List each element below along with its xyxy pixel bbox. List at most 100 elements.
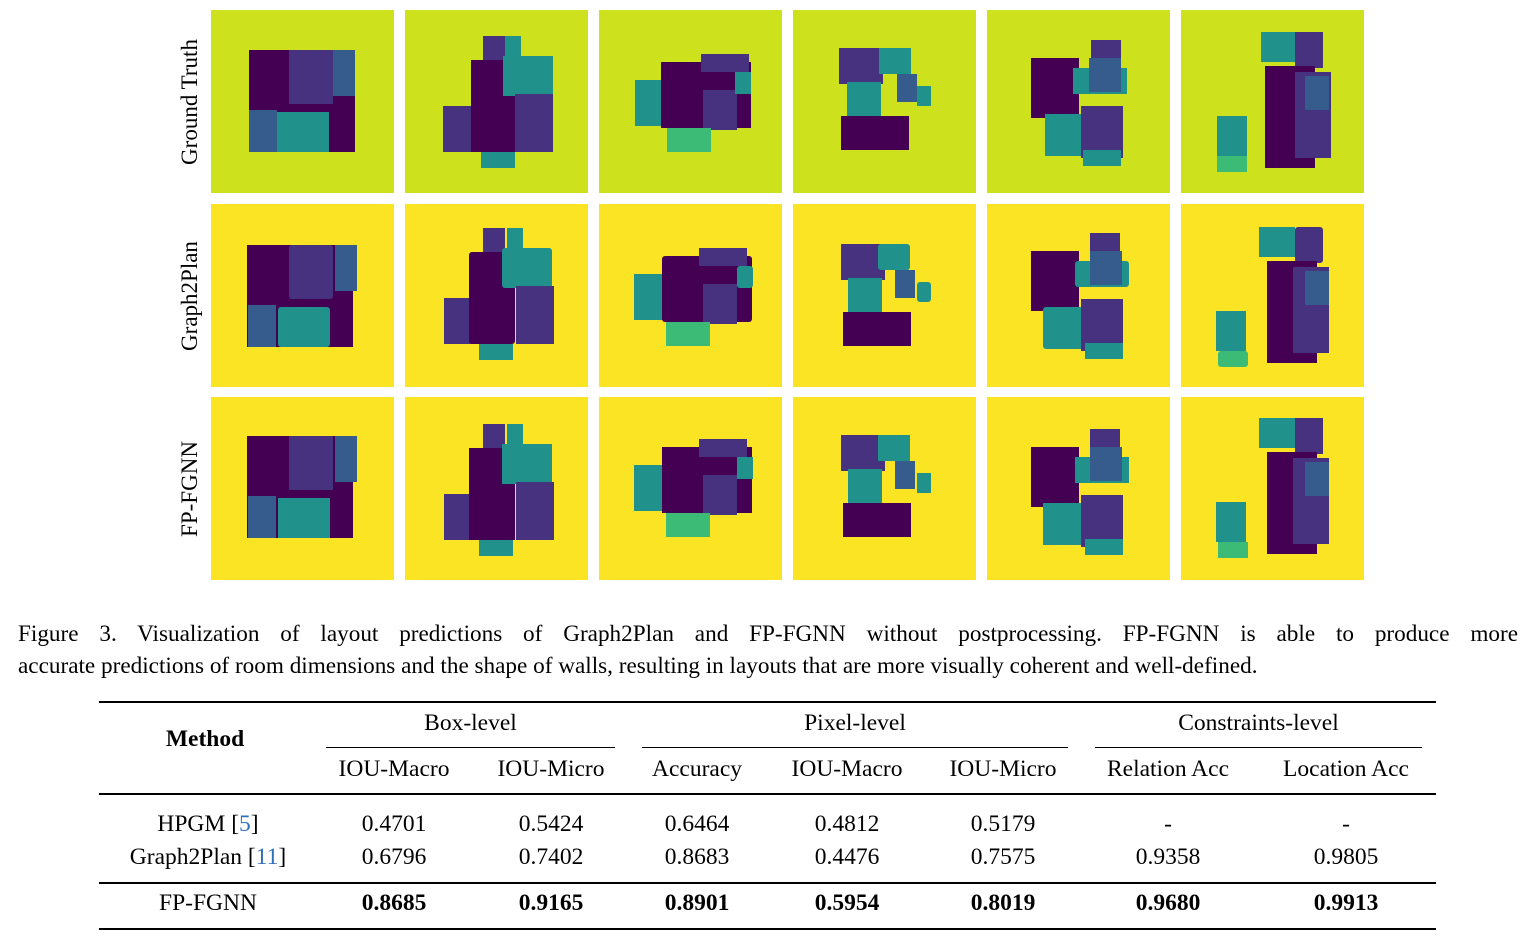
room-block [1216,311,1246,351]
table-cell: 0.5179 [970,811,1036,837]
table-cell: 0.9358 [1135,844,1201,870]
citation-link[interactable]: 11 [255,844,279,870]
room-block [333,50,355,96]
group-pixel-level: Pixel-level [804,710,906,736]
room-block [1216,502,1246,542]
room-block [701,54,749,72]
room-block [1031,251,1079,311]
room-block [1261,32,1297,62]
room-block [737,457,753,479]
layout-panel-graph2plan-3 [599,204,782,387]
room-block [895,461,915,489]
layout-panel-graph2plan-5 [987,204,1170,387]
column-header: IOU-Macro [338,756,450,782]
column-header: IOU-Micro [497,756,605,782]
layout-panel-ground-truth-4 [793,10,976,193]
room-block [515,94,553,152]
method-name: Graph2Plan [129,844,243,870]
room-block [1217,156,1247,172]
room-block [1090,251,1122,285]
row-label-ground-truth: Ground Truth [177,38,202,165]
room-block [839,48,883,84]
room-block [843,503,911,537]
room-block [841,116,909,150]
layout-panel-fp-fgnn-5 [987,397,1170,580]
room-block [1081,299,1123,351]
room-block [897,74,917,102]
room-block [1091,40,1121,58]
room-block [1259,227,1295,257]
room-block [703,90,737,130]
caption-line-1: Figure 3. Visualization of layout predic… [18,621,1518,647]
room-block [248,496,276,538]
room-block [278,498,330,538]
room-block [516,286,554,344]
caption-line-2: accurate predictions of room dimensions … [18,653,1258,679]
column-header: Relation Acc [1106,756,1230,782]
table-top-rule [99,701,1436,703]
room-block [1305,271,1329,305]
room-block [666,322,710,346]
layout-panel-ground-truth-3 [599,10,782,193]
table-row-method: Graph2Plan [11] [129,844,287,870]
room-block [917,282,931,302]
room-block [1218,351,1248,367]
box-level-rule [326,747,615,748]
method-name: HPGM [157,811,226,837]
table-cell: 0.5424 [518,811,584,837]
room-block [507,424,523,446]
table-cell: 0.6464 [664,811,730,837]
room-block [1259,418,1295,448]
room-block [289,50,333,104]
table-cell: 0.9805 [1313,844,1379,870]
table-cell: 0.8685 [361,890,427,916]
layout-panel-ground-truth-6 [1181,10,1364,193]
constraints-level-rule [1095,747,1422,748]
layout-panel-ground-truth-1 [211,10,394,193]
room-block [703,284,737,324]
table-cell: 0.4476 [814,844,880,870]
room-block [841,244,885,280]
room-block [667,128,711,152]
table-row-method: HPGM [5] [157,811,259,837]
room-block [1085,343,1123,359]
layout-panel-ground-truth-5 [987,10,1170,193]
group-constraints-level: Constraints-level [1178,710,1339,736]
table-cell: 0.8019 [970,890,1036,916]
table-cell: - [1342,811,1350,837]
header-rule [99,793,1436,795]
row-label-graph2plan: Graph2Plan [177,240,202,351]
layout-panel-graph2plan-2 [405,204,588,387]
room-block [917,86,931,106]
room-block [443,106,473,152]
room-block [249,110,277,152]
citation-link[interactable]: 5 [239,811,251,837]
table-cell: 0.9165 [518,890,584,916]
room-block [895,270,915,298]
room-block [248,305,276,347]
room-block [841,435,885,471]
layout-panel-fp-fgnn-2 [405,397,588,580]
table-cell: 0.7402 [518,844,584,870]
room-block [505,36,521,58]
layout-panel-fp-fgnn-6 [1181,397,1364,580]
layout-panel-fp-fgnn-4 [793,397,976,580]
room-block [289,436,333,490]
room-block [1218,542,1248,558]
table-cell: 0.5954 [814,890,880,916]
method-name: FP-FGNN [159,890,257,916]
table-cell: 0.7575 [970,844,1036,870]
room-block [843,312,911,346]
room-block [1031,58,1079,118]
room-block [502,248,552,288]
room-block [481,152,515,168]
room-block [278,307,330,347]
table-cell: 0.9680 [1135,890,1201,916]
room-block [483,36,505,60]
room-block [289,245,333,299]
room-block [1081,106,1123,158]
room-block [1083,150,1121,166]
room-block [847,82,881,122]
room-block [1295,32,1323,68]
room-block [1090,233,1120,251]
